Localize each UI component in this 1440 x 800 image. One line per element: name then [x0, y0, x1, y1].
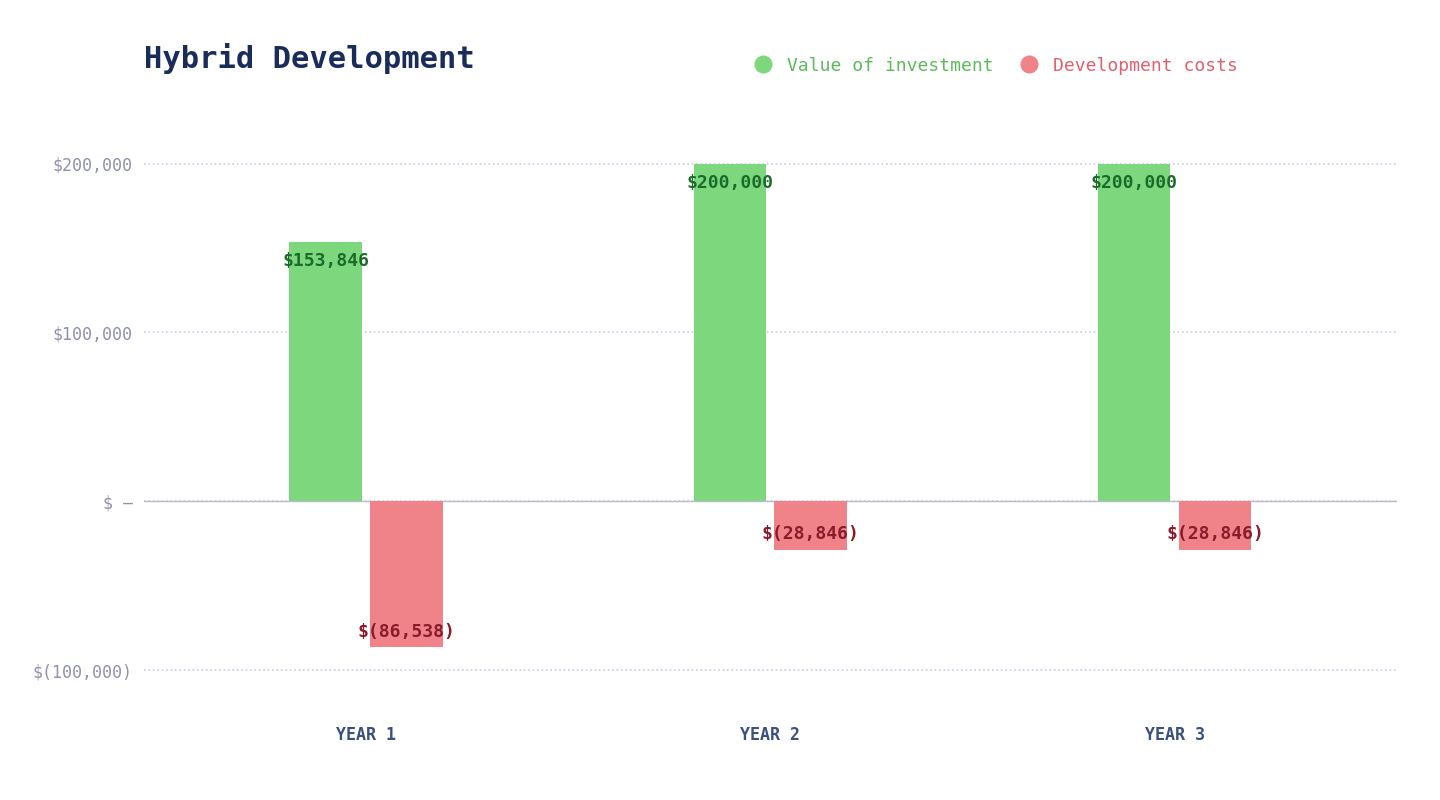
Bar: [1178, 502, 1251, 550]
Bar: [289, 242, 363, 502]
Bar: [1097, 163, 1171, 502]
Text: Hybrid Development: Hybrid Development: [144, 43, 475, 74]
Bar: [694, 163, 766, 502]
Text: $200,000: $200,000: [1090, 174, 1178, 192]
Text: $153,846: $153,846: [282, 252, 369, 270]
Bar: [370, 502, 444, 647]
Text: $200,000: $200,000: [687, 174, 773, 192]
Bar: [775, 502, 847, 550]
Text: $(28,846): $(28,846): [762, 526, 860, 543]
Legend: Value of investment, Development costs: Value of investment, Development costs: [755, 56, 1238, 74]
Text: $(28,846): $(28,846): [1166, 526, 1264, 543]
Text: $(86,538): $(86,538): [357, 622, 455, 641]
